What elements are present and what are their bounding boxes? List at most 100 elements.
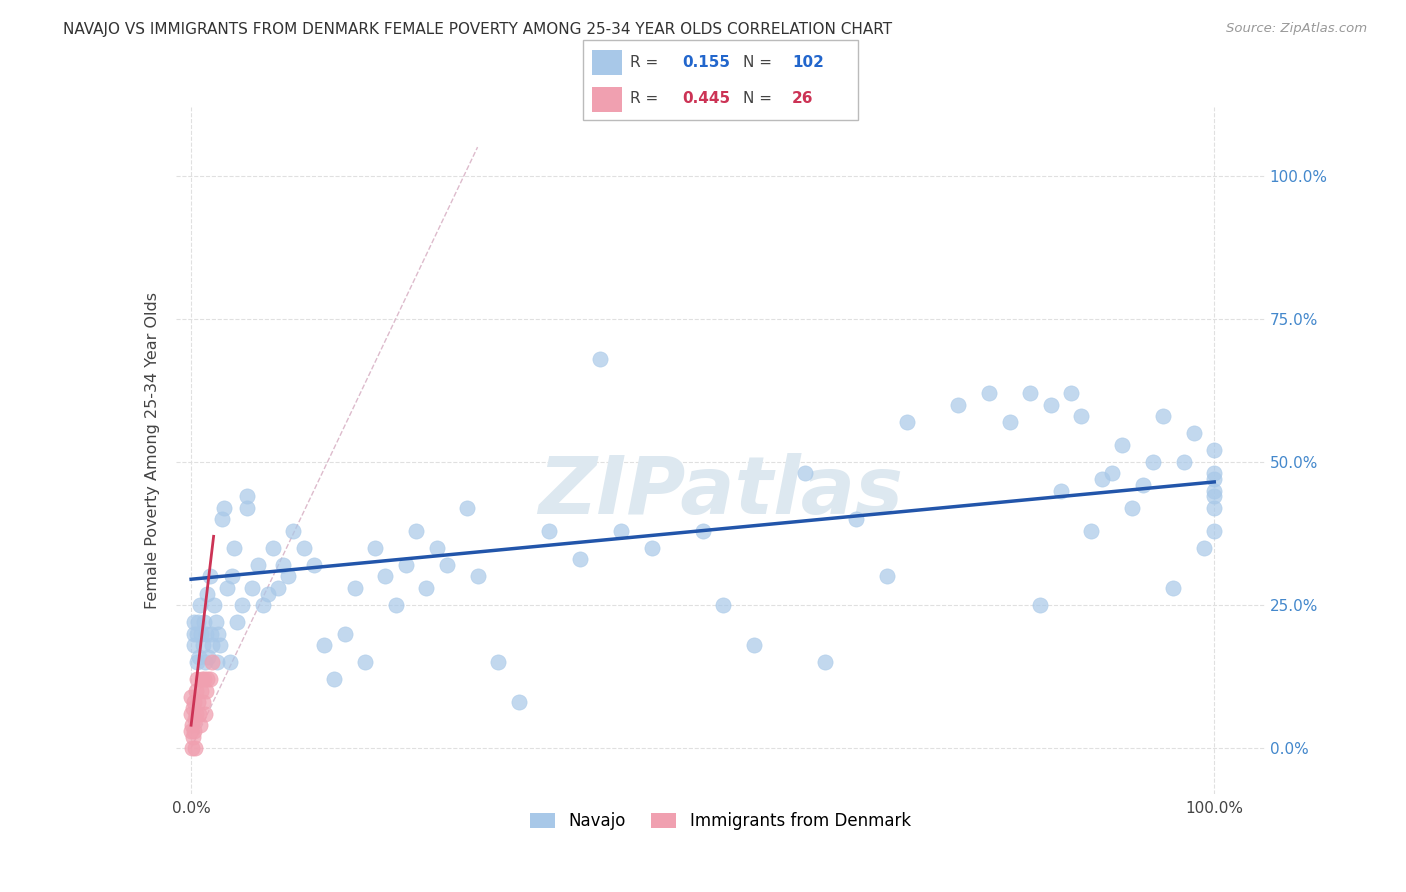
Point: [181, 730, 204, 744]
Point: [896, 415, 918, 429]
Point: [405, 524, 427, 538]
Point: [191, 673, 214, 687]
Point: [262, 541, 284, 555]
Point: [436, 558, 458, 572]
Point: [1163, 581, 1185, 595]
Point: [589, 351, 612, 366]
Point: [215, 581, 238, 595]
Point: [794, 467, 817, 481]
Point: [1182, 426, 1205, 441]
Point: [188, 649, 211, 664]
Point: [267, 581, 290, 595]
Point: [194, 655, 217, 669]
Point: [186, 626, 208, 640]
Point: [292, 541, 315, 555]
Point: [814, 655, 837, 669]
Point: [1204, 472, 1226, 486]
Point: [193, 695, 215, 709]
Point: [186, 655, 208, 669]
Text: 0.445: 0.445: [682, 91, 730, 106]
Point: [1204, 524, 1226, 538]
Point: [246, 558, 269, 572]
Point: [1142, 455, 1164, 469]
Point: [198, 569, 221, 583]
Point: [1019, 386, 1042, 401]
Point: [1192, 541, 1215, 555]
Point: [271, 558, 294, 572]
Point: [208, 638, 231, 652]
Point: [242, 581, 264, 595]
Legend: Navajo, Immigrants from Denmark: Navajo, Immigrants from Denmark: [524, 805, 917, 837]
Point: [711, 598, 734, 612]
Point: [1204, 443, 1226, 458]
Point: [640, 541, 662, 555]
Point: [1132, 478, 1154, 492]
Bar: [592, 50, 621, 76]
Point: [193, 673, 215, 687]
Point: [184, 741, 207, 756]
Point: [212, 500, 235, 515]
Point: [1121, 500, 1143, 515]
Point: [198, 673, 221, 687]
Point: [568, 552, 591, 566]
Point: [186, 706, 208, 721]
Point: [187, 695, 209, 709]
Point: [538, 524, 561, 538]
Point: [197, 673, 219, 687]
Point: [467, 569, 489, 583]
Point: [1060, 386, 1083, 401]
Point: [186, 683, 208, 698]
Point: [183, 723, 205, 738]
Point: [1029, 598, 1052, 612]
Point: [183, 615, 205, 630]
Point: [1173, 455, 1195, 469]
Point: [1101, 467, 1123, 481]
Point: [188, 598, 211, 612]
Point: [181, 741, 204, 756]
Point: [364, 541, 387, 555]
Point: [384, 598, 406, 612]
Point: [207, 626, 229, 640]
Point: [181, 718, 204, 732]
Point: [979, 386, 1001, 401]
Point: [195, 683, 218, 698]
Point: [948, 398, 970, 412]
FancyBboxPatch shape: [583, 40, 858, 120]
Point: [200, 626, 222, 640]
Point: [200, 655, 222, 669]
Point: [252, 598, 274, 612]
Point: [236, 489, 259, 503]
Point: [205, 655, 228, 669]
Bar: [592, 87, 621, 112]
Point: [256, 586, 278, 600]
Point: [181, 701, 204, 715]
Point: [1204, 500, 1226, 515]
Text: NAVAJO VS IMMIGRANTS FROM DENMARK FEMALE POVERTY AMONG 25-34 YEAR OLDS CORRELATI: NAVAJO VS IMMIGRANTS FROM DENMARK FEMALE…: [63, 22, 893, 37]
Point: [456, 500, 478, 515]
Point: [197, 649, 219, 664]
Point: [333, 626, 356, 640]
Point: [190, 683, 212, 698]
Y-axis label: Female Poverty Among 25-34 Year Olds: Female Poverty Among 25-34 Year Olds: [145, 292, 160, 609]
Point: [190, 626, 212, 640]
Text: R =: R =: [630, 91, 664, 106]
Point: [183, 638, 205, 652]
Point: [1204, 467, 1226, 481]
Text: N =: N =: [742, 55, 776, 70]
Point: [188, 706, 211, 721]
Point: [692, 524, 714, 538]
Point: [1204, 483, 1226, 498]
Text: 0.155: 0.155: [682, 55, 730, 70]
Point: [610, 524, 633, 538]
Point: [193, 615, 215, 630]
Text: 26: 26: [792, 91, 813, 106]
Point: [188, 718, 211, 732]
Point: [742, 638, 765, 652]
Point: [195, 626, 218, 640]
Point: [180, 690, 202, 704]
Point: [221, 569, 243, 583]
Text: N =: N =: [742, 91, 776, 106]
Point: [180, 706, 202, 721]
Point: [226, 615, 249, 630]
Point: [302, 558, 325, 572]
